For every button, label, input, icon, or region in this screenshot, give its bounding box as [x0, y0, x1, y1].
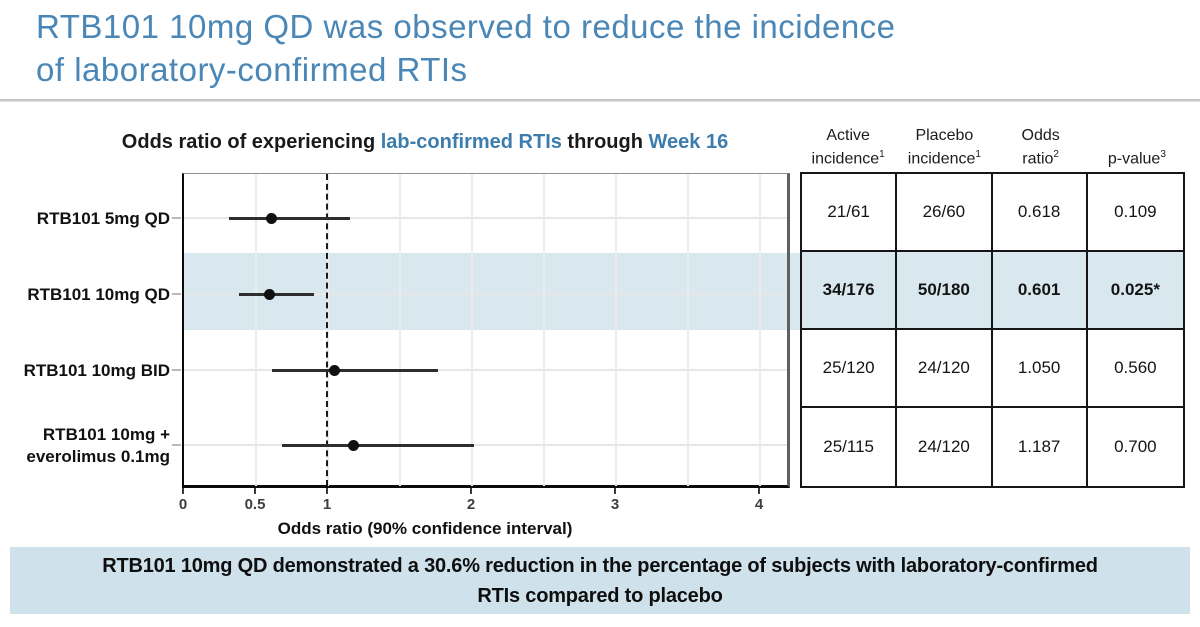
- table-cell: 0.025*: [1087, 252, 1183, 330]
- x-tick-mark: [182, 488, 184, 494]
- table-header-0: Active incidence1: [800, 118, 896, 170]
- category-tick: [172, 444, 181, 446]
- x-tick-label: 4: [754, 496, 764, 513]
- horizontal-gridline: [184, 293, 787, 295]
- table-cell: 21/61: [802, 174, 898, 252]
- vertical-gridline: [543, 174, 545, 486]
- category-tick: [172, 217, 181, 219]
- banner-line-2: RTIs compared to placebo: [477, 584, 723, 607]
- category-tick: [172, 369, 181, 371]
- horizontal-gridline: [184, 217, 787, 219]
- table-cell: 0.560: [1087, 330, 1183, 408]
- forest-row-label: RTB101 5mg QD: [36, 208, 170, 228]
- page-title-line-1: RTB101 10mg QD was observed to reduce th…: [36, 8, 896, 45]
- ci-whisker: [272, 369, 438, 372]
- forest-row-label: RTB101 10mg QD: [27, 284, 170, 304]
- highlight-band: [184, 253, 787, 330]
- vertical-gridline: [759, 174, 761, 486]
- table-cell: 0.700: [1114, 437, 1157, 456]
- highlight-band-bridge: [790, 253, 802, 330]
- table-header-line: Active: [826, 126, 870, 144]
- table-header-line: Odds: [1021, 126, 1060, 144]
- page-title: RTB101 10mg QD was observed to reduce th…: [36, 6, 1186, 92]
- horizontal-gridline: [184, 369, 787, 371]
- x-axis: 0 0.5 1 2 3 4: [179, 488, 794, 518]
- chart-title-part-0: Odds ratio of experiencing: [121, 131, 381, 153]
- chart-title: Odds ratio of experiencing lab-confirmed…: [58, 131, 792, 154]
- banner-line-1: RTB101 10mg QD demonstrated a 30.6% redu…: [102, 554, 1098, 577]
- x-tick-mark: [254, 488, 256, 494]
- vertical-gridline: [327, 174, 329, 486]
- x-tick-mark: [326, 488, 328, 494]
- chart-title-part-3: Week 16: [648, 131, 729, 153]
- forest-plot: [182, 173, 790, 488]
- ci-whisker: [229, 217, 351, 220]
- table-header-line: ratio2: [1022, 148, 1059, 167]
- odds-ratio-point: [266, 212, 278, 224]
- x-tick-mark: [758, 488, 760, 494]
- page-title-line-2: of laboratory-confirmed RTIs: [36, 50, 468, 88]
- table-cell: 24/120: [897, 408, 993, 486]
- table-cell: 1.050: [992, 330, 1088, 408]
- table-cell: 25/115: [802, 408, 898, 486]
- table-cell: 24/120: [897, 330, 993, 408]
- chart-title-part-2: through: [561, 131, 649, 153]
- table-header-3: p-value3: [1089, 118, 1185, 170]
- table-cell: 34/176: [802, 252, 898, 330]
- table-header-1: Placebo incidence1: [896, 118, 992, 170]
- table-header-line: incidence1: [811, 148, 885, 167]
- table-header-line: p-value3: [1107, 148, 1166, 167]
- x-tick-label: 0: [178, 496, 188, 513]
- x-tick-label: 2: [466, 496, 476, 513]
- table-header-2: Odds ratio2: [993, 118, 1089, 170]
- x-tick-label: 3: [610, 496, 620, 513]
- ci-whisker: [239, 293, 315, 296]
- vertical-gridline: [687, 174, 689, 486]
- title-divider: [0, 99, 1200, 102]
- vertical-gridline: [471, 174, 473, 486]
- vertical-gridline: [615, 174, 617, 486]
- odds-ratio-point: [328, 364, 340, 376]
- table-header-row: Active incidence1 Placebo incidence1 Odds rat…: [800, 118, 1185, 170]
- table-cell: 26/60: [897, 174, 993, 252]
- results-table: 21/61 26/60 0.618 0.109 34/176 50/180 0.601 0.0…: [800, 172, 1185, 488]
- x-tick-mark: [470, 488, 472, 494]
- table-cell: 0.601: [992, 252, 1088, 330]
- odds-ratio-point: [348, 439, 360, 451]
- table-cell: 50/180: [897, 252, 993, 330]
- vertical-gridline: [255, 174, 257, 486]
- category-tick: [172, 293, 181, 295]
- table-cell: 1.187: [993, 408, 1088, 486]
- table-cell: 25/120: [802, 330, 898, 408]
- table-cell: 0.618: [992, 174, 1088, 252]
- horizontal-gridline: [184, 444, 787, 446]
- table-header-line: incidence1: [907, 148, 981, 167]
- forest-row-label: RTB101 10mg BID: [23, 360, 170, 380]
- ci-whisker: [282, 444, 474, 447]
- forest-row-label: RTB101 10mg + everolimus 0.1mg: [26, 424, 170, 466]
- table-cell: 0.109: [1087, 174, 1183, 252]
- key-finding-banner: RTB101 10mg QD demonstrated a 30.6% redu…: [10, 547, 1190, 614]
- x-tick-label: 0.5: [244, 496, 266, 513]
- chart-title-part-1: lab-confirmed RTIs: [380, 131, 562, 153]
- x-tick-mark: [614, 488, 616, 494]
- forest-row-labels: RTB101 5mg QD RTB101 10mg QD RTB101 10mg B…: [0, 173, 181, 488]
- reference-line: [326, 174, 328, 486]
- x-tick-label: 1: [322, 496, 332, 513]
- table-header-line: Placebo: [915, 126, 974, 144]
- x-axis-title: Odds ratio (90% confidence interval): [277, 519, 573, 538]
- vertical-gridline: [399, 174, 401, 486]
- odds-ratio-point: [264, 288, 276, 300]
